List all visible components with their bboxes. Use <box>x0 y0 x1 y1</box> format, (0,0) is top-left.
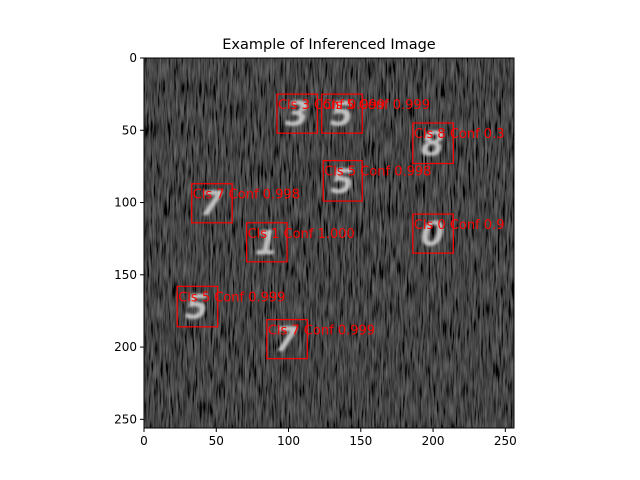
image-noise <box>144 58 514 428</box>
figure-title: Example of Inferenced Image <box>222 37 436 53</box>
x-tick-label: 150 <box>349 434 372 448</box>
detection-label: Cls 5 Conf 0.998 <box>324 165 431 180</box>
detection-box <box>412 122 454 165</box>
detection-box <box>321 93 363 134</box>
y-tick-label: 0 <box>129 51 137 65</box>
detection-label: Cls 1 Conf 1.000 <box>248 227 355 242</box>
y-tick-label: 150 <box>114 268 137 282</box>
detection-box <box>412 213 454 254</box>
detection-label: Cls 7 Conf 0.999 <box>268 324 375 339</box>
x-tick-label: 250 <box>494 434 517 448</box>
y-tick-label: 200 <box>114 340 137 354</box>
detection-box <box>246 222 288 263</box>
detection-box <box>276 93 319 134</box>
detection-label: Cls 3 Conf 0.999 <box>278 98 385 113</box>
detection-box <box>191 183 233 224</box>
y-tick-label: 100 <box>114 196 137 210</box>
detection-label: Cls 5 Conf 0.999 <box>323 98 430 113</box>
detection-label: Cls 0 Conf 0.9 <box>414 218 505 233</box>
detection-label: Cls 7 Conf 0.998 <box>193 188 300 203</box>
x-axis: 0 50 100 150 200 250 <box>140 428 517 448</box>
y-tick-label: 50 <box>122 123 137 137</box>
detection-label: Cls 8 Conf 0.3 <box>414 127 505 142</box>
x-tick-label: 200 <box>422 434 445 448</box>
x-tick-label: 100 <box>277 434 300 448</box>
y-tick-label: 250 <box>114 412 137 426</box>
detection-box <box>322 160 363 202</box>
y-axis: 0 50 100 150 200 250 <box>114 51 144 426</box>
x-tick-label: 0 <box>140 434 148 448</box>
axes-frame <box>143 57 515 429</box>
detection-box <box>266 319 308 360</box>
detection-box <box>176 285 219 328</box>
detection-label: Cls 5 Conf 0.999 <box>178 290 285 305</box>
x-tick-label: 50 <box>209 434 224 448</box>
